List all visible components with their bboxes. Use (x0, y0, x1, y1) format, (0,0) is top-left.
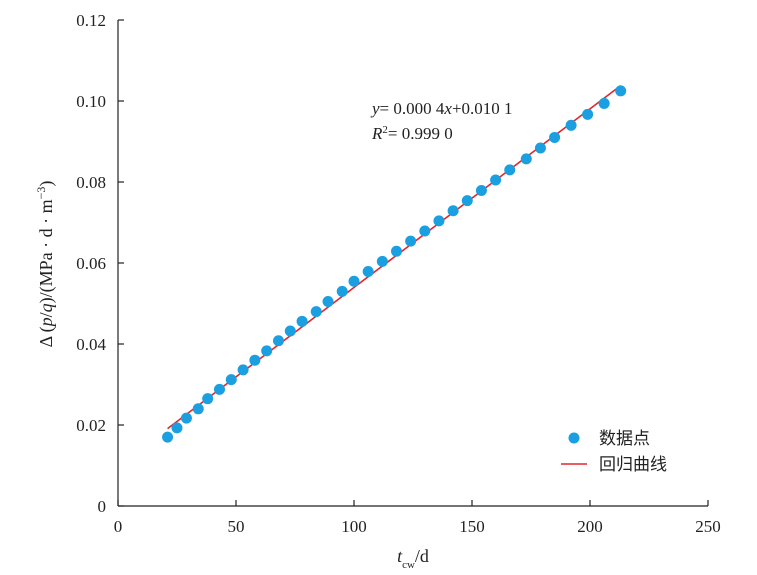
data-point (490, 174, 502, 186)
data-point (433, 215, 445, 227)
data-point (461, 195, 473, 207)
y-tick-label: 0 (98, 497, 107, 516)
data-point (475, 185, 487, 197)
data-point (419, 225, 431, 237)
data-point (225, 374, 237, 386)
data-point (213, 383, 225, 395)
y-axis-label-q: q (36, 303, 56, 312)
y-tick-label: 0.06 (76, 254, 106, 273)
y-tick-label: 0.08 (76, 173, 106, 192)
data-points-group (162, 85, 627, 443)
data-point (272, 335, 284, 347)
x-axis-label: tcw/d (397, 546, 429, 571)
y-axis-label-exp: −3 (34, 187, 48, 200)
y-tick-label: 0.12 (76, 11, 106, 30)
equation-a: = 0.000 4 (380, 99, 445, 118)
y-tick-label: 0.02 (76, 416, 106, 435)
data-point (362, 266, 374, 278)
r2-value: = 0.999 0 (388, 124, 453, 143)
y-axis-label: Δ (p/q)/(MPa · d · m−3) (34, 181, 57, 348)
data-point (348, 275, 360, 287)
y-axis-label-units: )/(MPa · d · m (36, 199, 57, 303)
data-point (322, 295, 334, 307)
y-tick-label: 0.04 (76, 335, 106, 354)
y-axis-label-p: p (36, 317, 56, 328)
equation-b: +0.010 1 (452, 99, 513, 118)
data-point (310, 306, 322, 318)
data-point (582, 108, 594, 120)
y-axis-label-delta: Δ ( (36, 326, 57, 347)
r-squared: R2= 0.999 0 (371, 124, 453, 143)
regression-equation: y= 0.000 4x+0.010 1 (370, 99, 513, 118)
data-point (376, 255, 388, 267)
data-point (296, 315, 308, 327)
y-axis-label-close: ) (36, 181, 57, 187)
legend-label-line: 回归曲线 (599, 455, 667, 475)
y-axis-label-slash1: / (36, 312, 56, 317)
data-point (162, 431, 174, 443)
data-point (504, 164, 516, 176)
legend: 数据点 回归曲线 (561, 429, 667, 475)
x-tick-label: 250 (695, 517, 721, 536)
data-point (202, 393, 214, 405)
x-tick-label: 50 (228, 517, 245, 536)
data-point (249, 354, 261, 366)
data-point (520, 153, 532, 165)
data-point (237, 364, 249, 376)
data-point (615, 85, 627, 97)
data-point (405, 235, 417, 247)
r2-sup: 2 (382, 124, 388, 136)
equation-y: y (370, 99, 380, 118)
x-tick-label: 0 (114, 517, 123, 536)
data-point (447, 205, 459, 217)
x-tick-label: 150 (459, 517, 485, 536)
data-point (261, 345, 273, 357)
legend-label-points: 数据点 (599, 429, 650, 449)
legend-marker-points (568, 432, 580, 444)
data-point (180, 412, 192, 424)
data-point (284, 325, 296, 337)
ticks: 0 50 100 150 200 250 0 0.02 0.04 0.06 0.08 0.10 0.12 (76, 11, 721, 536)
x-tick-label: 100 (341, 517, 367, 536)
data-point (565, 119, 577, 131)
x-axis-label-sub: cw (402, 559, 415, 571)
r2-prefix: R (371, 124, 383, 143)
data-point (534, 142, 546, 154)
data-point (598, 97, 610, 109)
data-point (549, 131, 561, 143)
data-point (171, 422, 183, 434)
equation-x: x (443, 99, 452, 118)
data-point (336, 285, 348, 297)
x-axis-label-unit: /d (415, 546, 429, 566)
x-axis-label-t: t (397, 546, 403, 566)
x-tick-label: 200 (577, 517, 603, 536)
data-point (192, 403, 204, 415)
y-tick-label: 0.10 (76, 92, 106, 111)
data-point (390, 245, 402, 257)
